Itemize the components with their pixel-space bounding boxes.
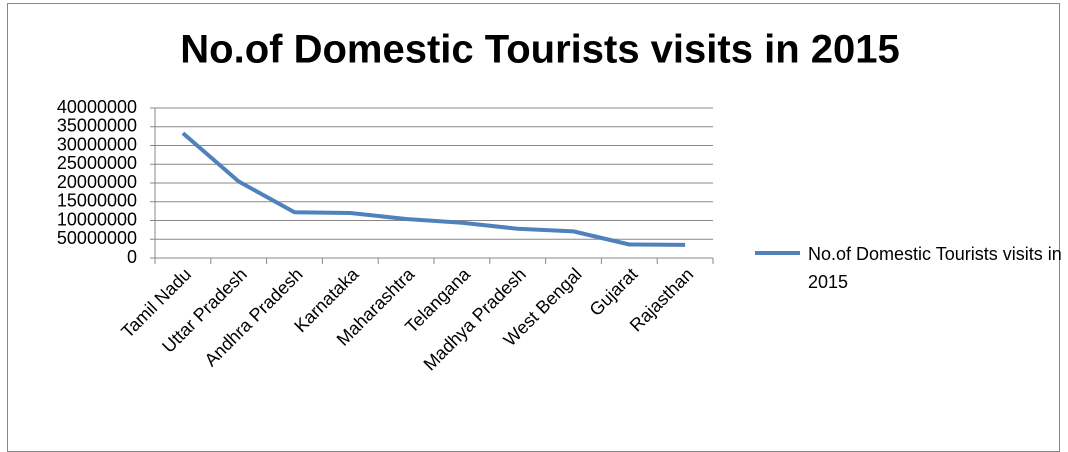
y-tick-label: 50000000 xyxy=(57,228,137,248)
legend-label: No.of Domestic Tourists visits in 2015 xyxy=(808,244,1062,292)
chart-title: No.of Domestic Tourists visits in 2015 xyxy=(180,28,899,72)
y-tick-label: 25000000 xyxy=(57,153,137,173)
y-tick-label: 20000000 xyxy=(57,172,137,192)
y-tick-label: 15000000 xyxy=(57,191,137,211)
y-tick-label: 10000000 xyxy=(57,209,137,229)
y-tick-label: 40000000 xyxy=(57,97,137,117)
y-tick-label: 35000000 xyxy=(57,116,137,136)
series-line xyxy=(181,131,686,247)
y-tick-label: 0 xyxy=(127,247,137,267)
y-tick-label: 30000000 xyxy=(57,134,137,154)
